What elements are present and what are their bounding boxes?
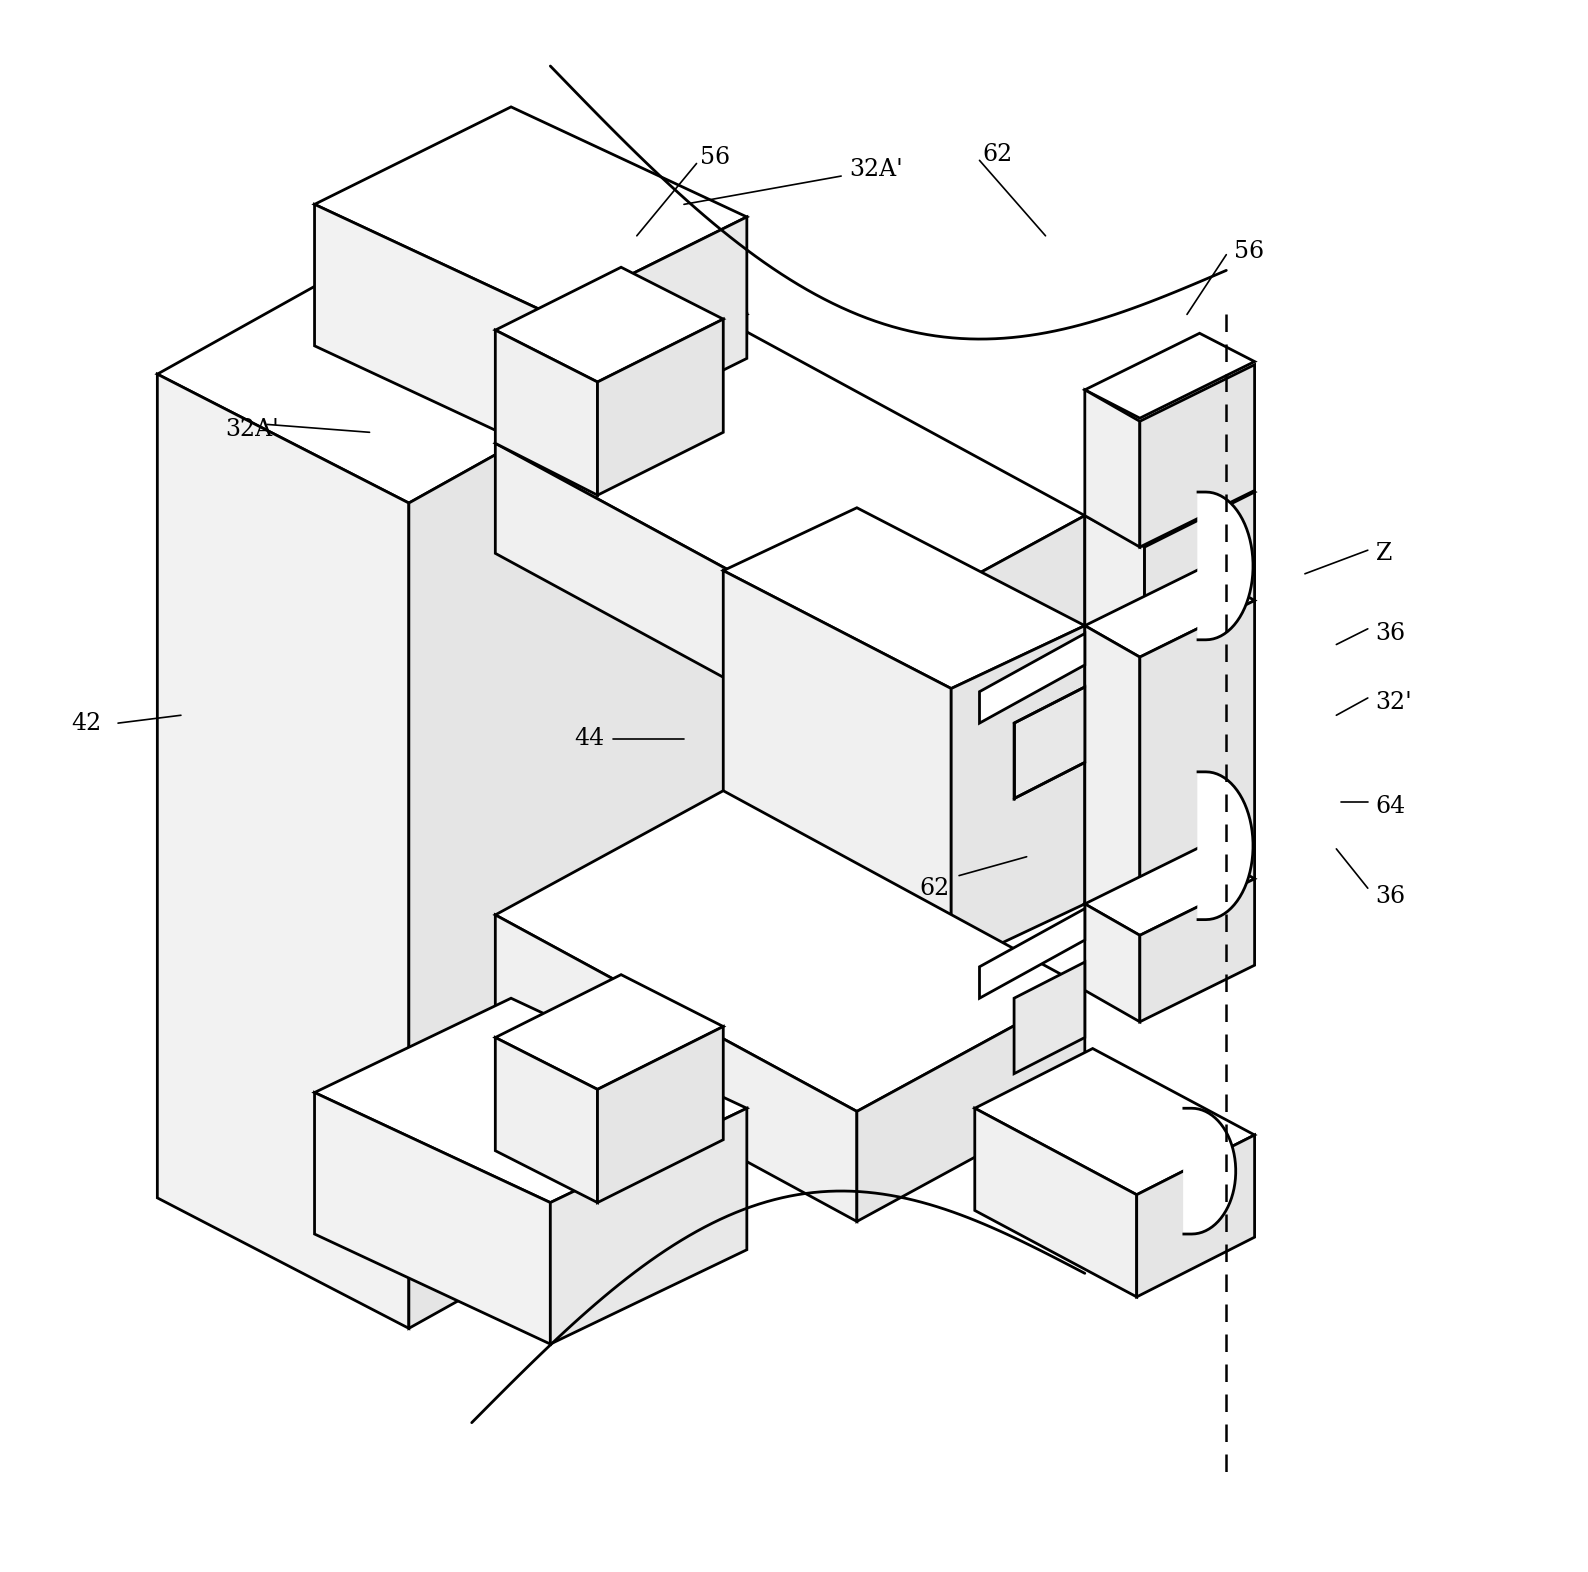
Polygon shape — [858, 987, 1085, 1221]
Polygon shape — [1140, 365, 1255, 547]
Polygon shape — [495, 330, 597, 495]
Polygon shape — [980, 634, 1085, 723]
Polygon shape — [1085, 847, 1255, 935]
Polygon shape — [495, 975, 723, 1089]
Text: 64: 64 — [1375, 795, 1405, 817]
Polygon shape — [597, 1027, 723, 1203]
Text: 36: 36 — [1375, 885, 1405, 907]
Polygon shape — [1140, 879, 1255, 1022]
Polygon shape — [314, 998, 746, 1203]
Polygon shape — [495, 1038, 597, 1203]
Text: 36: 36 — [1375, 623, 1405, 645]
Polygon shape — [157, 374, 408, 1328]
Polygon shape — [551, 217, 746, 456]
Text: Z: Z — [1375, 542, 1393, 564]
Polygon shape — [1085, 626, 1140, 935]
Polygon shape — [723, 571, 951, 967]
Polygon shape — [1185, 1108, 1235, 1234]
Polygon shape — [858, 516, 1085, 750]
Polygon shape — [1085, 390, 1140, 547]
Polygon shape — [1085, 516, 1145, 657]
Text: 42: 42 — [71, 712, 102, 734]
Polygon shape — [1140, 601, 1255, 935]
Text: 56: 56 — [1234, 241, 1264, 263]
Polygon shape — [157, 185, 746, 503]
Polygon shape — [495, 443, 858, 750]
Polygon shape — [1197, 492, 1253, 640]
Text: 62: 62 — [983, 143, 1013, 165]
Text: 32': 32' — [1375, 692, 1412, 714]
Polygon shape — [1085, 904, 1140, 1022]
Polygon shape — [1015, 687, 1085, 799]
Polygon shape — [408, 314, 746, 1328]
Polygon shape — [1085, 569, 1255, 657]
Polygon shape — [597, 319, 723, 495]
Polygon shape — [1085, 333, 1255, 418]
Polygon shape — [495, 319, 1085, 640]
Polygon shape — [980, 909, 1085, 998]
Polygon shape — [951, 626, 1085, 967]
Polygon shape — [1015, 962, 1085, 1074]
Polygon shape — [314, 204, 551, 456]
Polygon shape — [723, 508, 1085, 689]
Text: 44: 44 — [573, 728, 603, 750]
Polygon shape — [975, 1108, 1137, 1297]
Polygon shape — [495, 791, 1085, 1111]
Text: 56: 56 — [700, 146, 730, 168]
Polygon shape — [1085, 461, 1255, 547]
Polygon shape — [551, 1108, 746, 1344]
Text: 32A': 32A' — [225, 418, 278, 440]
Text: 32A': 32A' — [850, 159, 902, 181]
Polygon shape — [1197, 772, 1253, 920]
Polygon shape — [495, 915, 858, 1221]
Polygon shape — [1137, 1135, 1255, 1297]
Polygon shape — [975, 1049, 1255, 1195]
Polygon shape — [314, 1093, 551, 1344]
Polygon shape — [314, 107, 746, 314]
Polygon shape — [495, 267, 723, 382]
Text: 62: 62 — [919, 877, 950, 899]
Polygon shape — [1145, 492, 1255, 657]
